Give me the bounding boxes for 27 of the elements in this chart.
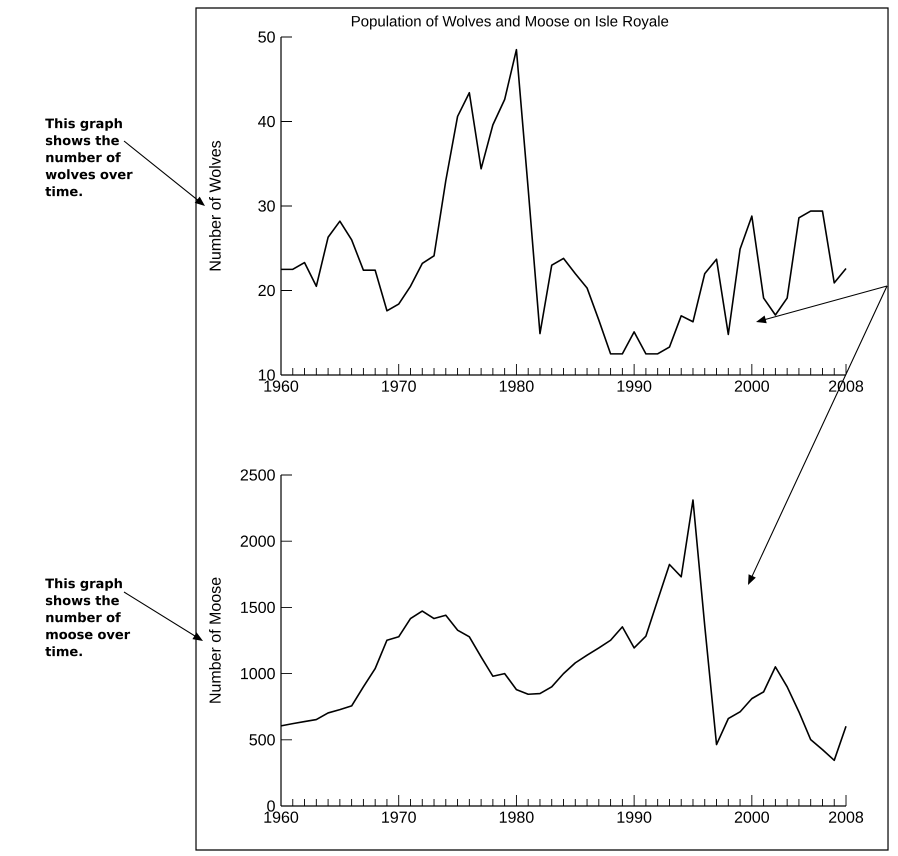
x-tick-label: 1980 xyxy=(500,812,534,823)
y-tick-label: 1500 xyxy=(241,602,275,614)
y-tick-label: 500 xyxy=(249,734,275,746)
y-tick-label: 30 xyxy=(258,200,275,212)
y-tick-label: 50 xyxy=(258,31,275,43)
y-tick-label: 1000 xyxy=(241,668,275,680)
y-tick-label: 40 xyxy=(258,116,275,128)
chart-title: Population of Wolves and Moose on Isle Royale xyxy=(352,16,668,30)
x-tick-label: 1990 xyxy=(618,812,652,823)
y-tick-label: 20 xyxy=(258,284,275,296)
y-tick-label: 2500 xyxy=(240,469,275,481)
y-tick-label: 0 xyxy=(267,800,275,812)
x-tick-label: 1990 xyxy=(618,380,652,392)
text: This graph shows the number of moose over time. xyxy=(45,578,130,656)
y-tick-label: 10 xyxy=(258,369,275,381)
y-tick-label: 2000 xyxy=(240,536,275,547)
x-tick-label: 1970 xyxy=(382,380,416,392)
x-tick-label: 2000 xyxy=(734,380,770,392)
x-tick-label: 1980 xyxy=(500,380,534,392)
x-tick-label: 2008 xyxy=(829,812,864,823)
x-tick-label: 1960 xyxy=(264,380,298,392)
x-tick-label: 1970 xyxy=(382,812,416,823)
x-tick-label: 1960 xyxy=(264,812,298,823)
y-axis-title: Number of Moose xyxy=(209,578,221,703)
y-axis-title: Number of Wolves xyxy=(209,140,221,270)
x-tick-label: 2000 xyxy=(734,812,770,823)
text: This graph shows the number of wolves over time. xyxy=(45,118,133,196)
